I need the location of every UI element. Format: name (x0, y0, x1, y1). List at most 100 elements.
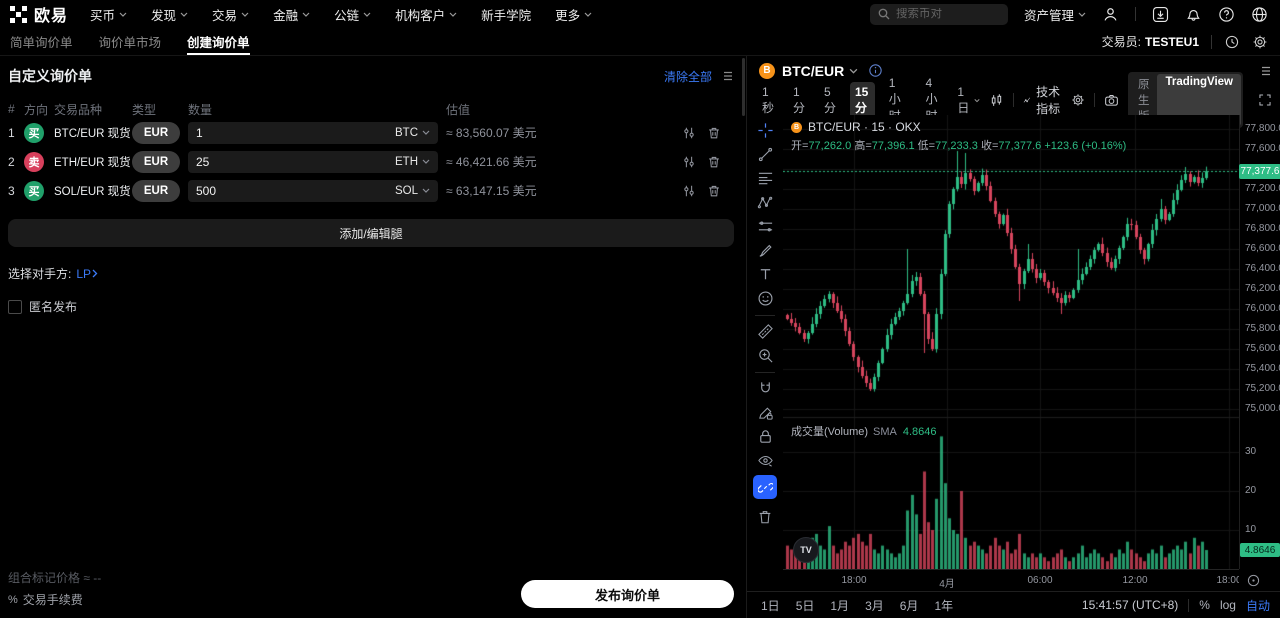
range-3mo[interactable]: 3月 (865, 598, 884, 613)
footer-info: 组合标记价格 ≈ -- % 交易手续费 (8, 569, 101, 608)
nav-buy-crypto[interactable]: 买币 (90, 5, 127, 24)
range-5d[interactable]: 5日 (795, 598, 815, 613)
publish-rfq-button[interactable]: 发布询价单 (521, 580, 734, 608)
hide-drawings-icon[interactable] (752, 449, 778, 472)
assets-menu[interactable]: 资产管理 (1024, 5, 1086, 24)
time-axis[interactable]: 18:00 4月 06:00 12:00 18:00 (783, 569, 1239, 591)
sliders-icon[interactable] (682, 184, 696, 198)
type-pill[interactable]: EUR (132, 150, 180, 173)
unit-dropdown[interactable]: SOL (395, 185, 430, 197)
settings-gear-icon[interactable] (1252, 34, 1268, 50)
download-app-icon[interactable] (1152, 6, 1169, 23)
high-value: 77,396.1 (871, 140, 915, 152)
nav-discover[interactable]: 发现 (151, 5, 188, 24)
type-pill[interactable]: EUR (132, 121, 180, 144)
lock-tool-icon[interactable] (752, 425, 778, 448)
nav-more[interactable]: 更多 (555, 5, 592, 24)
log-scale-button[interactable]: log (1219, 598, 1236, 612)
pair-selector[interactable]: ETH/EUR 现货 (54, 154, 132, 170)
ruler-tool-icon[interactable] (752, 320, 778, 343)
zoom-in-tool-icon[interactable] (752, 344, 778, 367)
tab-rfq-market[interactable]: 询价单市场 (98, 36, 162, 50)
price-chart[interactable]: B BTC/EUR · 15 · OKX 开=77,262.0 高=77,396… (783, 115, 1239, 569)
direction-badge-buy[interactable]: 买 (24, 122, 44, 143)
tab-create-rfq[interactable]: 创建询价单 (187, 28, 250, 55)
estimated-value: ≈ 63,147.15 美元 (446, 184, 537, 198)
unit-dropdown[interactable]: ETH (395, 156, 430, 168)
nav-institutional[interactable]: 机构客户 (395, 5, 457, 24)
delete-leg-icon[interactable] (707, 126, 721, 140)
emoji-tool-icon[interactable] (752, 287, 778, 310)
unit-dropdown[interactable]: BTC (395, 127, 430, 139)
range-1y[interactable]: 1年 (934, 598, 954, 613)
user-icon[interactable] (1102, 6, 1119, 23)
divider (755, 315, 775, 316)
draw-lock-tool-icon[interactable] (752, 401, 778, 424)
sync-link-tool-icon[interactable] (753, 475, 777, 499)
price-axis[interactable]: 77,800.077,600.077,400.077,200.077,000.0… (1239, 115, 1280, 569)
direction-badge-buy[interactable]: 买 (24, 180, 44, 201)
candlestick-canvas[interactable] (783, 115, 1239, 569)
crosshair-tool-icon[interactable] (752, 119, 778, 142)
auto-scale-button[interactable]: 自动 (1245, 598, 1270, 613)
range-1d[interactable]: 1日 (761, 598, 780, 613)
nav-academy[interactable]: 新手学院 (481, 8, 532, 23)
magnet-tool-icon[interactable] (752, 377, 778, 400)
history-icon[interactable] (1224, 34, 1240, 50)
direction-badge-sell[interactable]: 卖 (24, 151, 44, 172)
delete-leg-icon[interactable] (707, 184, 721, 198)
trend-line-tool-icon[interactable] (752, 143, 778, 166)
remove-drawings-icon[interactable] (752, 505, 778, 528)
nav-trade[interactable]: 交易 (212, 5, 249, 24)
nav-finance[interactable]: 金融 (273, 5, 310, 24)
counterparty-link[interactable]: LP (76, 267, 98, 281)
fib-retracement-tool-icon[interactable] (752, 167, 778, 190)
clock[interactable]: 15:41:57 (UTC+8) (1081, 598, 1179, 612)
timeframe-1m[interactable]: 1分 (793, 84, 806, 115)
text-tool-icon[interactable] (752, 263, 778, 286)
snapshot-camera-icon[interactable] (1104, 93, 1119, 108)
clear-all-link[interactable]: 清除全部 (663, 69, 712, 84)
scroll-to-realtime-icon[interactable] (1247, 574, 1260, 587)
language-globe-icon[interactable] (1251, 6, 1268, 23)
okx-logo[interactable]: 欧易 (10, 2, 68, 26)
sliders-icon[interactable] (682, 126, 696, 140)
timeframe-15m[interactable]: 15分 (850, 81, 875, 119)
okx-logo-icon (10, 5, 27, 23)
range-6mo[interactable]: 6月 (899, 598, 919, 613)
sliders-icon[interactable] (682, 155, 696, 169)
amount-input[interactable] (196, 183, 346, 198)
percent-scale-button[interactable]: % (1199, 598, 1210, 612)
search-input[interactable] (895, 8, 996, 20)
pair-selector[interactable]: BTC/EUR 现货 (54, 125, 132, 141)
anonymous-checkbox[interactable] (8, 299, 22, 314)
timeframe-1d[interactable]: 1日 (957, 85, 980, 116)
col-direction: 方向 (24, 102, 49, 117)
delete-leg-icon[interactable] (707, 155, 721, 169)
timeframe-1s[interactable]: 1秒 (762, 84, 775, 115)
add-edit-legs-button[interactable]: 添加/编辑腿 (8, 219, 734, 247)
notifications-icon[interactable] (1185, 6, 1202, 23)
chart-menu-icon[interactable] (1260, 65, 1272, 77)
candle-style-icon[interactable] (989, 93, 1004, 108)
pattern-tool-icon[interactable] (752, 191, 778, 214)
amount-input[interactable] (196, 154, 346, 169)
info-icon[interactable] (868, 63, 883, 78)
timeframe-5m[interactable]: 5分 (824, 84, 837, 115)
indicators-button[interactable]: 技术指标 (1023, 83, 1062, 117)
position-tool-icon[interactable] (752, 215, 778, 238)
fullscreen-icon[interactable] (1258, 93, 1272, 107)
symbol-selector[interactable]: BTC/EUR (782, 63, 858, 79)
range-1mo[interactable]: 1月 (830, 598, 850, 613)
pair-selector[interactable]: SOL/EUR 现货 (54, 183, 132, 199)
chart-settings-gear-icon[interactable] (1071, 93, 1085, 107)
search-box[interactable] (869, 3, 1008, 25)
amount-input[interactable] (196, 125, 346, 140)
help-icon[interactable] (1218, 6, 1235, 23)
type-pill[interactable]: EUR (132, 179, 180, 202)
nav-chain[interactable]: 公链 (334, 5, 371, 24)
rfq-sub-nav: 简单询价单 询价单市场 创建询价单 交易员: TESTEU1 (0, 28, 1280, 56)
tab-simple-rfq[interactable]: 简单询价单 (10, 36, 73, 50)
panel-menu-icon[interactable] (722, 70, 734, 82)
brush-tool-icon[interactable] (752, 239, 778, 262)
